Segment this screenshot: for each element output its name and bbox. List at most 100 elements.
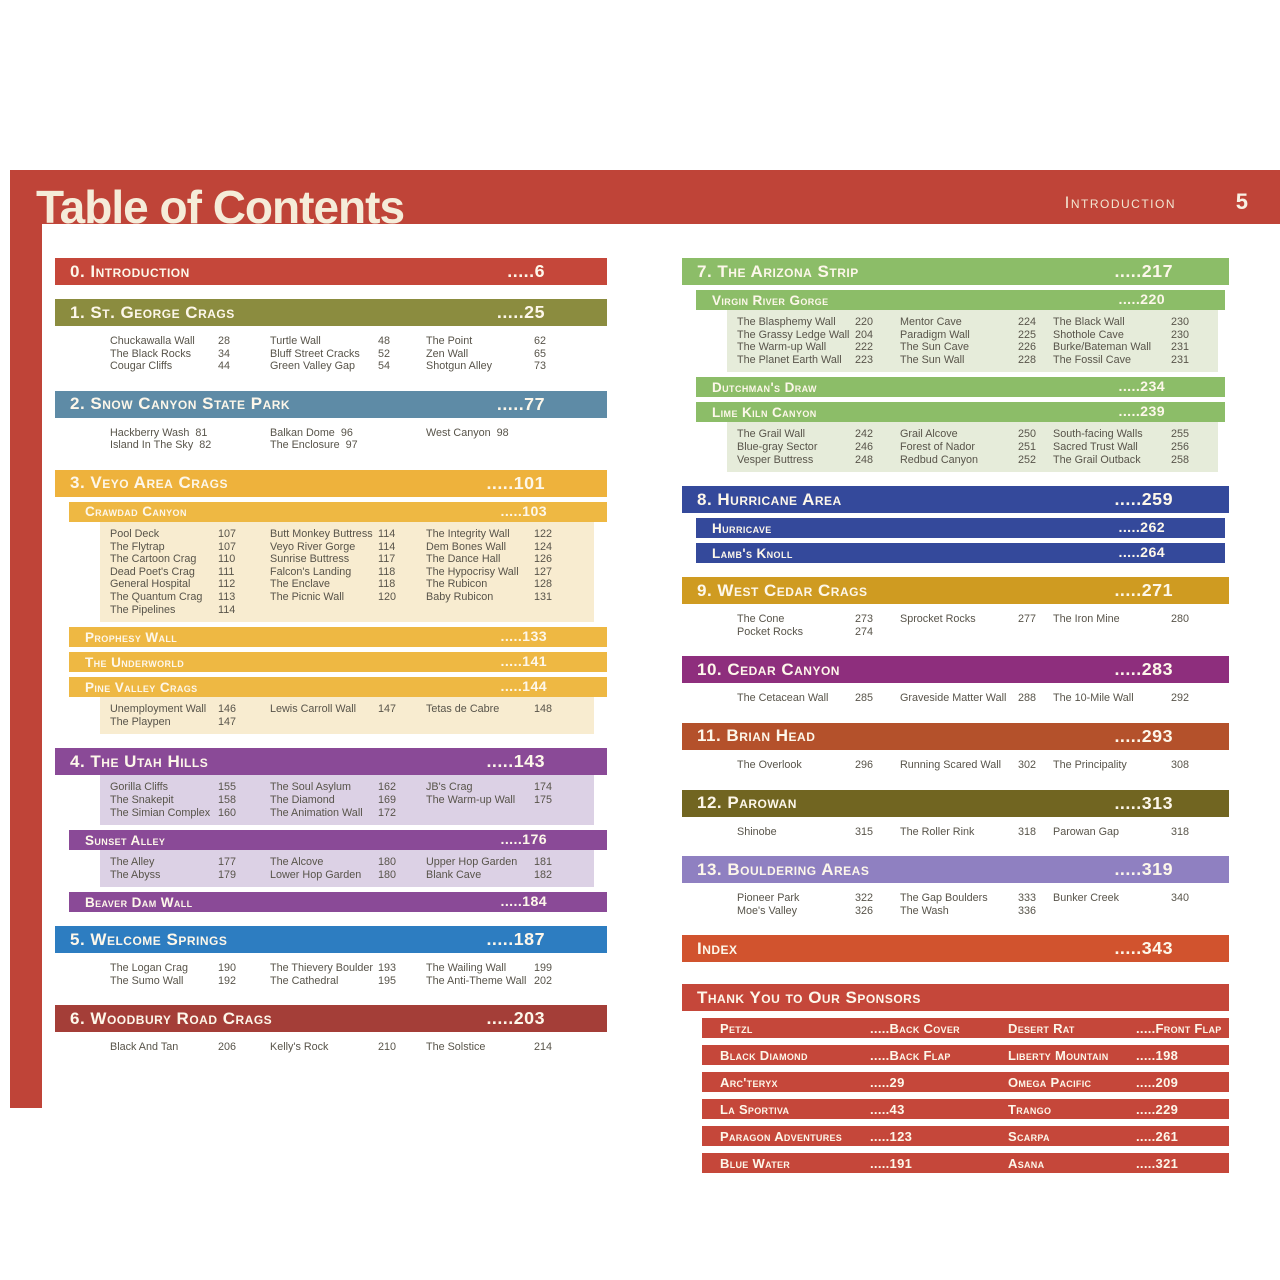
crag-name: The Blasphemy Wall: [737, 316, 836, 328]
crag-entry: Green Valley Gap 54: [270, 360, 426, 373]
crag-page: 206: [218, 1041, 237, 1054]
crag-page: 296: [855, 758, 874, 771]
section-bar-5-welcome-springs: 5. Welcome Springs .....187: [55, 926, 607, 954]
crag-page: 180: [378, 868, 397, 881]
crag-column: Parowan Gap 318: [1053, 826, 1208, 839]
crag-name: Baby Rubicon: [426, 590, 494, 603]
crag-page: 107: [218, 527, 237, 540]
crag-name: The Gap Boulders: [900, 892, 988, 905]
crag-page: 113: [218, 590, 236, 603]
crag-name: Blank Cave: [426, 868, 482, 881]
crag-page: 114: [378, 540, 396, 553]
crag-name: Sunrise Buttress: [270, 553, 350, 566]
crag-page: 246: [855, 440, 874, 453]
crag-list-pine-valley-crags: Unemployment Wall 146 The Playpen 147 Lewis …: [100, 697, 594, 735]
crag-name: The Point: [426, 335, 473, 347]
crag-entry: The Planet Earth Wall 223: [737, 354, 900, 367]
crag-entry: Redbud Canyon 252: [900, 454, 1053, 467]
crag-name: Unemployment Wall: [110, 703, 207, 716]
section-page: .....133: [500, 629, 547, 646]
section-bar-10-cedar-canyon: 10. Cedar Canyon .....283: [682, 656, 1229, 684]
crag-page: 224: [1018, 316, 1037, 328]
crag-page: 258: [1171, 453, 1190, 466]
section-bar-lamb-s-knoll: Lamb's Knoll .....264: [696, 543, 1225, 564]
crag-name: Shinobe: [737, 825, 777, 838]
crag-column: Graveside Matter Wall 288: [900, 692, 1053, 705]
crag-name: Lower Hop Garden: [270, 868, 362, 881]
crag-page: 195: [378, 974, 397, 987]
crag-name: The Simian Complex: [110, 806, 211, 819]
crag-name: The Overlook: [737, 758, 802, 771]
running-header: Introduction: [1064, 193, 1176, 212]
crag-column: The Thievery Boulder 193 The Cathedral 195: [270, 962, 426, 987]
crag-entry: Burke/Bateman Wall 231: [1053, 341, 1208, 354]
section-bar-lime-kiln-canyon: Lime Kiln Canyon .....239: [696, 402, 1225, 423]
crag-page: 177: [218, 856, 237, 869]
crag-name: The 10-Mile Wall: [1053, 692, 1134, 705]
crag-column: Sprocket Rocks 277: [900, 613, 1053, 638]
crag-page: 285: [855, 692, 874, 705]
crag-entry: Veyo River Gorge 114: [270, 541, 426, 554]
page-title: Table of Contents: [36, 181, 405, 233]
crag-name: Shotgun Alley: [426, 360, 493, 373]
crag-name: General Hospital: [110, 578, 191, 591]
crag-entry: Island In The Sky 82: [110, 439, 270, 452]
crag-name: The Soul Asylum: [270, 781, 352, 794]
crag-entry: General Hospital 112: [110, 578, 270, 591]
section-bar-the-underworld: The Underworld .....141: [69, 652, 607, 673]
crag-name: Island In The Sky: [110, 439, 194, 452]
crag-page: 182: [534, 868, 553, 881]
section-bar-0-introduction: 0. Introduction .....6: [55, 258, 607, 285]
crag-column: South-facing Walls 255 Sacred Trust Wall 25…: [1053, 428, 1208, 466]
crag-name: The Iron Mine: [1053, 613, 1120, 626]
section-title: 8. Hurricane Area: [697, 489, 842, 509]
crag-entry: The Wailing Wall 199: [426, 962, 584, 975]
crag-entry: The Grassy Ledge Wall 204: [737, 329, 900, 342]
crag-entry: The 10-Mile Wall 292: [1053, 692, 1208, 705]
crag-name: Redbud Canyon: [900, 453, 979, 466]
crag-name: The Hypocrisy Wall: [426, 565, 519, 578]
crag-name: The Fossil Cave: [1053, 353, 1132, 366]
crag-column: Kelly's Rock 210: [270, 1041, 426, 1054]
crag-page: 315: [855, 825, 874, 838]
crag-entry: Dem Bones Wall 124: [426, 541, 584, 554]
crag-column: Turtle Wall 48 Bluff Street Cracks 52 Green …: [270, 335, 426, 373]
crag-page: 336: [1018, 904, 1037, 917]
sponsor-name: Arc'teryx: [720, 1074, 778, 1090]
sponsor-name: Paragon Adventures: [720, 1128, 843, 1144]
crag-page: 333: [1018, 892, 1037, 905]
crag-entry: Tetas de Cabre 148: [426, 703, 584, 716]
crag-page: 193: [378, 962, 397, 975]
crag-name: Sprocket Rocks: [900, 613, 976, 626]
crag-entry: Hackberry Wash 81: [110, 427, 270, 440]
crag-entry: The Abyss 179: [110, 869, 270, 882]
crag-name: The Wailing Wall: [426, 962, 507, 975]
section-title: Dutchman's Draw: [712, 379, 817, 395]
crag-name: Paradigm Wall: [900, 328, 970, 341]
crag-entry: The Point 62: [426, 335, 584, 348]
crag-entry: The Pipelines 114: [110, 604, 270, 617]
crag-name: The Anti-Theme Wall: [426, 974, 527, 987]
crag-name: The Thievery Boulder: [270, 962, 374, 975]
crag-entry: JB's Crag 174: [426, 781, 584, 794]
crag-column: Bunker Creek 340: [1053, 892, 1208, 917]
crag-name: South-facing Walls: [1053, 428, 1143, 441]
section-title: 11. Brian Head: [697, 726, 816, 746]
crag-entry: Mentor Cave 224: [900, 316, 1053, 329]
crag-list-crawdad-canyon: Pool Deck 107 The Flytrap 107 The Cartoon Cr…: [100, 521, 594, 623]
crag-page: 318: [1018, 825, 1037, 838]
crag-entry: Chuckawalla Wall 28: [110, 335, 270, 348]
crag-name: Blue-gray Sector: [737, 440, 818, 453]
crag-list-lime-kiln-canyon: The Grail Wall 242 Blue-gray Sector 246 Vesp…: [727, 422, 1218, 473]
crag-name: Parowan Gap: [1053, 825, 1120, 838]
crag-page: 118: [378, 578, 396, 591]
section-bar-beaver-dam-wall: Beaver Dam Wall .....184: [69, 892, 607, 913]
crag-page: 292: [1171, 692, 1190, 705]
crag-page: 73: [534, 360, 547, 373]
section-title: Hurricave: [712, 520, 772, 536]
section-page: .....144: [500, 679, 547, 696]
crag-entry: Grail Alcove 250: [900, 428, 1053, 441]
crag-page: 181: [534, 856, 553, 869]
crag-page: 114: [218, 603, 236, 616]
crag-entry: Butt Monkey Buttress 114: [270, 528, 426, 541]
